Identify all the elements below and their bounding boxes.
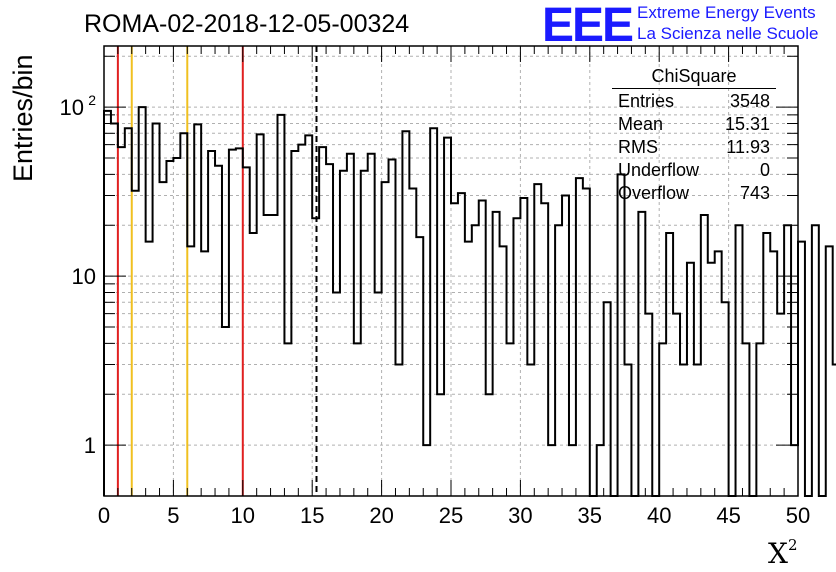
x-axis-label: X2 [768,536,798,570]
x-tick-label: 45 [716,503,740,528]
stats-label: Entries [618,91,675,111]
stats-value: 3548 [729,91,770,111]
axis-ticks [103,46,799,496]
logo-line-1: Extreme Energy Events [637,3,816,22]
stats-row-mean: Mean 15.31 [612,113,776,136]
stats-value: 0 [759,160,770,180]
stats-label: RMS [618,137,658,157]
stats-value: 15.31 [724,114,770,134]
stats-label: Mean [618,114,664,134]
stats-value: 743 [739,183,770,203]
stats-row-entries: Entries 3548 [612,90,776,113]
x-tick-label: 25 [439,503,463,528]
stats-label: Overflow [618,183,690,203]
stats-label: Underflow [618,160,700,180]
eee-logo: EEE [542,0,634,52]
y-tick-exponent: 2 [88,92,96,108]
reference-lines [116,46,318,496]
x-tick-label: 20 [369,503,393,528]
x-tick-label: 35 [578,503,602,528]
logo-line-2: La Scienza nelle Scuole [637,24,819,43]
stats-row-rms: RMS 11.93 [612,136,776,159]
x-tick-label: 50 [786,503,810,528]
x-tick-label: 30 [508,503,532,528]
plot-title: ROMA-02-2018-12-05-00324 [84,10,410,38]
x-tick-label: 15 [300,503,324,528]
y-tick-label: 10 [72,264,96,289]
x-tick-label: 0 [98,503,110,528]
x-tick-label: 40 [647,503,671,528]
stats-box: ChiSquare Entries 3548 Mean 15.31 RMS 11.93… [612,66,776,205]
x-tick-label: 10 [231,503,255,528]
histogram-outline [103,106,836,497]
stats-value: 11.93 [726,137,770,157]
y-axis-label: Entries/bin [8,54,38,182]
x-tick-label: 5 [167,503,179,528]
y-tick-label: 1 [84,433,96,458]
y-tick-label: 10 [60,95,84,120]
stats-row-overflow: Overflow 743 [612,182,776,205]
stats-row-underflow: Underflow 0 [612,159,776,182]
stats-box-name: ChiSquare [612,66,776,89]
